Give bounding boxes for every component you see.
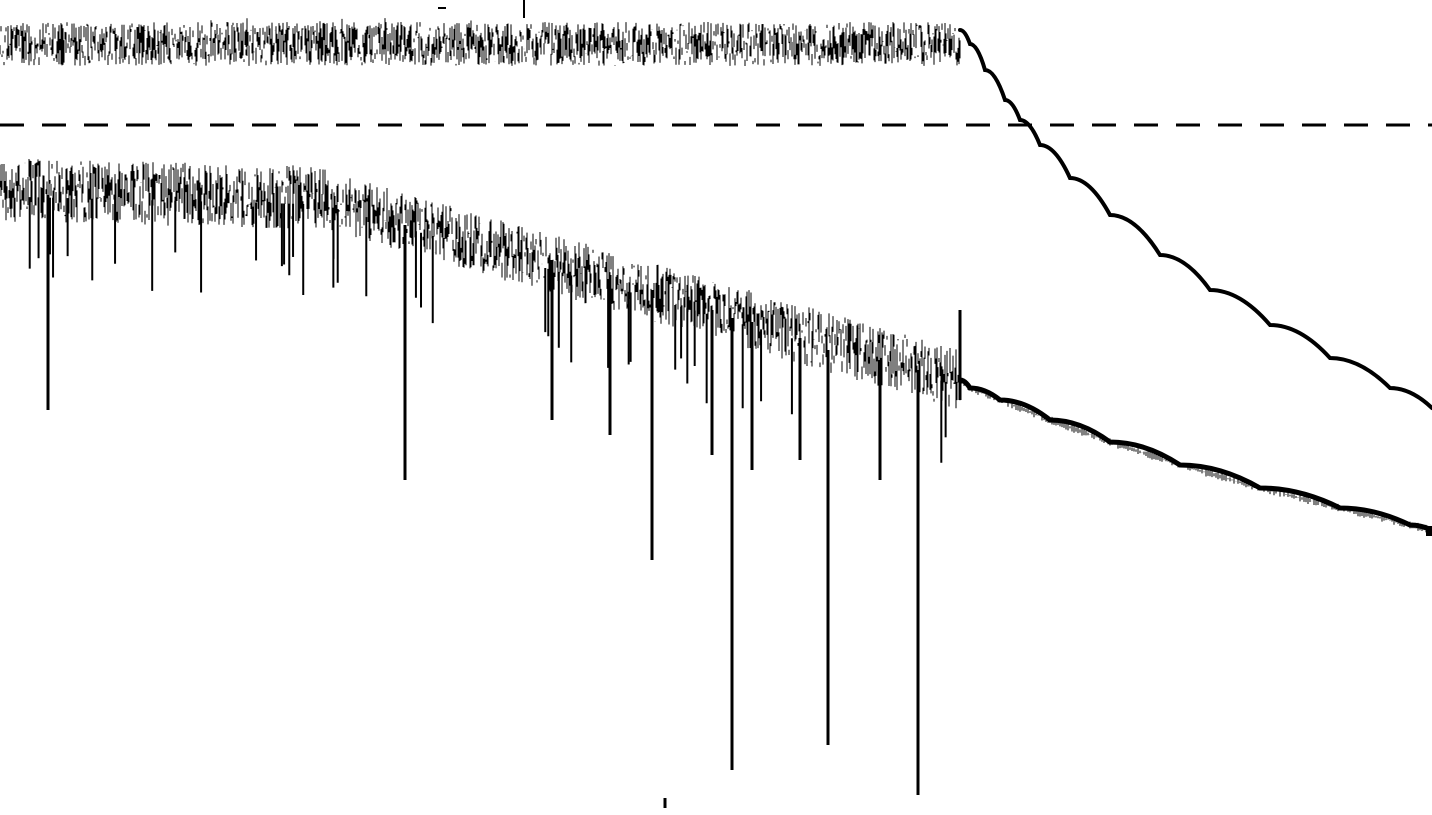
bottom-trace-decay xyxy=(960,380,1432,530)
bottom-decay-end-marker xyxy=(1426,526,1432,536)
top-trace-decay xyxy=(960,30,1432,408)
bottom-trace-medium-spikes xyxy=(30,197,946,463)
bottom-trace-noise xyxy=(0,159,960,408)
signal-chart xyxy=(0,0,1432,815)
bottom-trace-large-spikes xyxy=(48,195,960,795)
chart-svg xyxy=(0,0,1432,815)
top-trace-noise xyxy=(0,18,960,66)
